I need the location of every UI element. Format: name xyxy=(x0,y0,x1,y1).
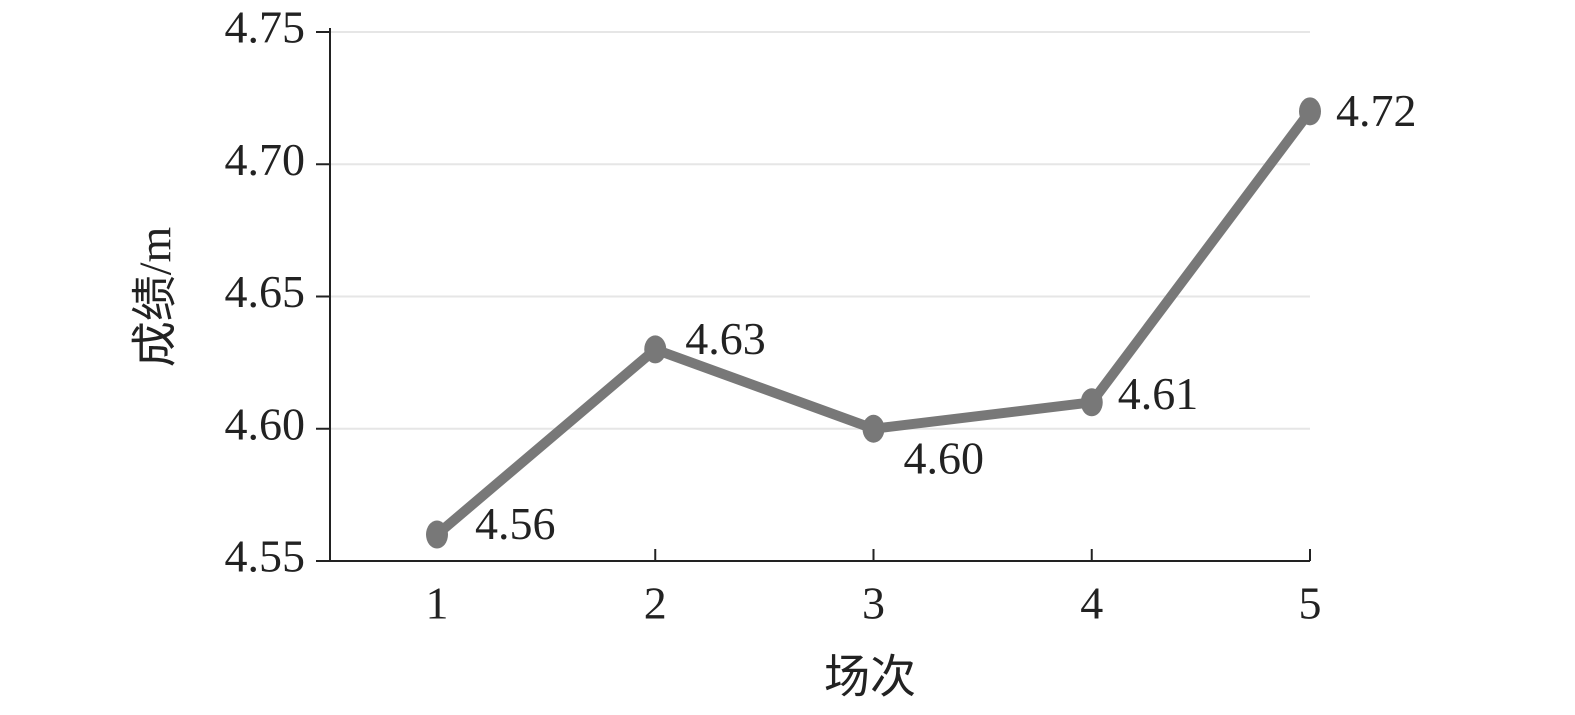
y-tick-label: 4.55 xyxy=(225,531,306,582)
x-axis-title: 场次 xyxy=(824,652,916,703)
x-tick-label: 2 xyxy=(644,578,667,629)
data-label: 4.56 xyxy=(475,498,556,549)
x-tick-label: 4 xyxy=(1080,578,1103,629)
y-tick-label: 4.60 xyxy=(225,398,306,449)
marker xyxy=(1080,388,1103,417)
y-tick-label: 4.70 xyxy=(225,134,306,185)
data-label: 4.60 xyxy=(904,432,985,483)
data-label: 4.72 xyxy=(1336,85,1417,136)
data-label: 4.63 xyxy=(685,313,766,364)
marker xyxy=(426,520,448,549)
marker xyxy=(862,414,885,443)
marker xyxy=(644,335,667,364)
y-axis-title: 成绩/m xyxy=(130,227,181,368)
line xyxy=(433,108,1314,539)
x-tick-label: 3 xyxy=(862,578,885,629)
y-tick-label: 4.75 xyxy=(225,2,306,53)
y-tick-label: 4.65 xyxy=(225,266,306,317)
x-tick-label: 5 xyxy=(1299,578,1322,629)
x-tick-label: 1 xyxy=(426,578,449,629)
marker xyxy=(1299,97,1321,126)
data-label: 4.61 xyxy=(1118,368,1199,419)
